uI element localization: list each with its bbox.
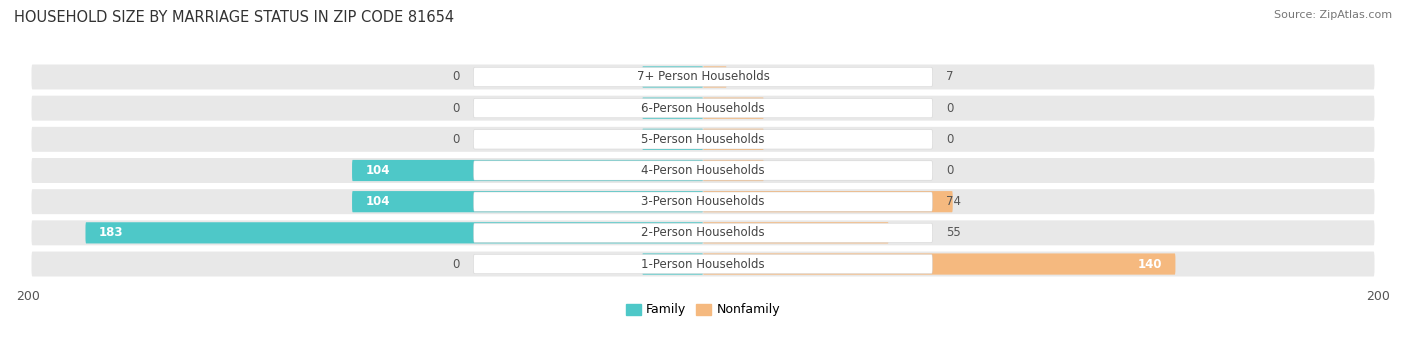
FancyBboxPatch shape [703,129,763,150]
Text: 3-Person Households: 3-Person Households [641,195,765,208]
FancyBboxPatch shape [703,191,953,212]
FancyBboxPatch shape [31,127,1375,152]
FancyBboxPatch shape [474,223,932,242]
Text: HOUSEHOLD SIZE BY MARRIAGE STATUS IN ZIP CODE 81654: HOUSEHOLD SIZE BY MARRIAGE STATUS IN ZIP… [14,10,454,25]
Text: 0: 0 [946,102,953,115]
FancyBboxPatch shape [352,191,703,212]
Text: 2-Person Households: 2-Person Households [641,226,765,239]
FancyBboxPatch shape [31,220,1375,245]
Text: 5-Person Households: 5-Person Households [641,133,765,146]
Text: 140: 140 [1137,257,1161,270]
Text: 0: 0 [946,133,953,146]
FancyBboxPatch shape [474,130,932,149]
FancyBboxPatch shape [31,252,1375,277]
Text: 7: 7 [946,71,953,84]
FancyBboxPatch shape [31,96,1375,121]
Text: 4-Person Households: 4-Person Households [641,164,765,177]
FancyBboxPatch shape [31,64,1375,89]
FancyBboxPatch shape [474,192,932,211]
FancyBboxPatch shape [352,160,703,181]
FancyBboxPatch shape [703,160,763,181]
FancyBboxPatch shape [31,158,1375,183]
Text: 55: 55 [946,226,960,239]
FancyBboxPatch shape [474,254,932,274]
FancyBboxPatch shape [703,253,1175,275]
Text: Source: ZipAtlas.com: Source: ZipAtlas.com [1274,10,1392,20]
Text: 0: 0 [453,102,460,115]
FancyBboxPatch shape [643,98,703,119]
Text: 104: 104 [366,164,389,177]
Text: 104: 104 [366,195,389,208]
FancyBboxPatch shape [703,98,763,119]
FancyBboxPatch shape [31,189,1375,214]
FancyBboxPatch shape [474,99,932,118]
Legend: Family, Nonfamily: Family, Nonfamily [621,298,785,321]
FancyBboxPatch shape [643,66,703,88]
Text: 74: 74 [946,195,960,208]
Text: 0: 0 [946,164,953,177]
Text: 0: 0 [453,257,460,270]
FancyBboxPatch shape [643,253,703,275]
FancyBboxPatch shape [474,161,932,180]
Text: 183: 183 [98,226,124,239]
FancyBboxPatch shape [643,129,703,150]
Text: 6-Person Households: 6-Person Households [641,102,765,115]
Text: 0: 0 [453,71,460,84]
FancyBboxPatch shape [703,222,889,243]
Text: 7+ Person Households: 7+ Person Households [637,71,769,84]
Text: 0: 0 [453,133,460,146]
FancyBboxPatch shape [86,222,703,243]
FancyBboxPatch shape [703,66,727,88]
Text: 1-Person Households: 1-Person Households [641,257,765,270]
FancyBboxPatch shape [474,67,932,87]
